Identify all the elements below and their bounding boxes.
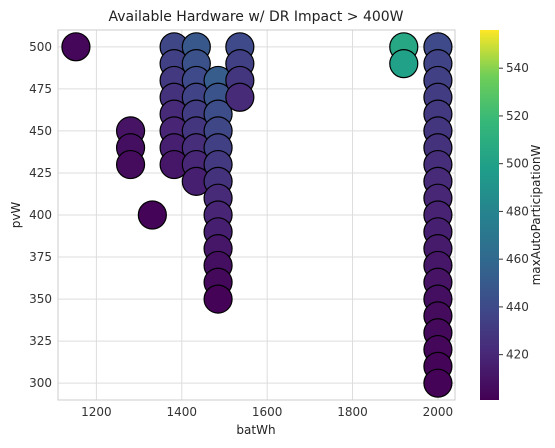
y-tick-label: 450 — [29, 124, 52, 138]
x-tick-label: 1400 — [167, 405, 198, 419]
y-tick-label: 475 — [29, 82, 52, 96]
y-tick-label: 375 — [29, 250, 52, 264]
x-tick-label: 1200 — [81, 405, 112, 419]
y-tick-label: 300 — [29, 376, 52, 390]
colorbar-tick-label: 460 — [506, 252, 529, 266]
colorbar-tick-label: 480 — [506, 204, 529, 218]
x-tick-label: 1800 — [337, 405, 368, 419]
colorbar-tick-label: 540 — [506, 61, 529, 75]
y-tick-label: 325 — [29, 334, 52, 348]
colorbar — [480, 30, 499, 400]
plot-frame — [57, 29, 456, 401]
scatter-point — [225, 82, 255, 112]
scatter-point — [203, 284, 233, 314]
colorbar-label: maxAutoParticipationW — [529, 144, 543, 285]
y-tick-label: 500 — [29, 40, 52, 54]
y-tick-label: 425 — [29, 166, 52, 180]
scatter-point — [389, 49, 419, 79]
gridlines — [58, 30, 455, 400]
y-tick-label: 350 — [29, 292, 52, 306]
colorbar-tick-label: 520 — [506, 109, 529, 123]
colorbar-ticks: 420 440 460 480 500 520 540 — [499, 61, 529, 362]
colorbar-tick-label: 420 — [506, 348, 529, 362]
scatter-point — [61, 32, 91, 62]
y-tick-label: 400 — [29, 208, 52, 222]
x-tick-labels: 1200 1400 1600 1800 2000 — [81, 405, 453, 419]
x-tick-label: 2000 — [423, 405, 454, 419]
chart-title: Available Hardware w/ DR Impact > 400W — [108, 9, 403, 25]
scatter-point — [137, 200, 167, 230]
colorbar-tick-label: 440 — [506, 300, 529, 314]
x-tick-label: 1600 — [252, 405, 283, 419]
scatter-point — [423, 368, 453, 398]
scatter-point — [115, 149, 146, 180]
x-axis-label: batWh — [236, 423, 275, 437]
data-points — [61, 32, 453, 398]
y-tick-labels: 300 325 350 375 400 425 450 475 500 — [29, 40, 52, 390]
colorbar-tick-label: 500 — [506, 157, 529, 171]
y-axis-label: pvW — [9, 202, 23, 229]
